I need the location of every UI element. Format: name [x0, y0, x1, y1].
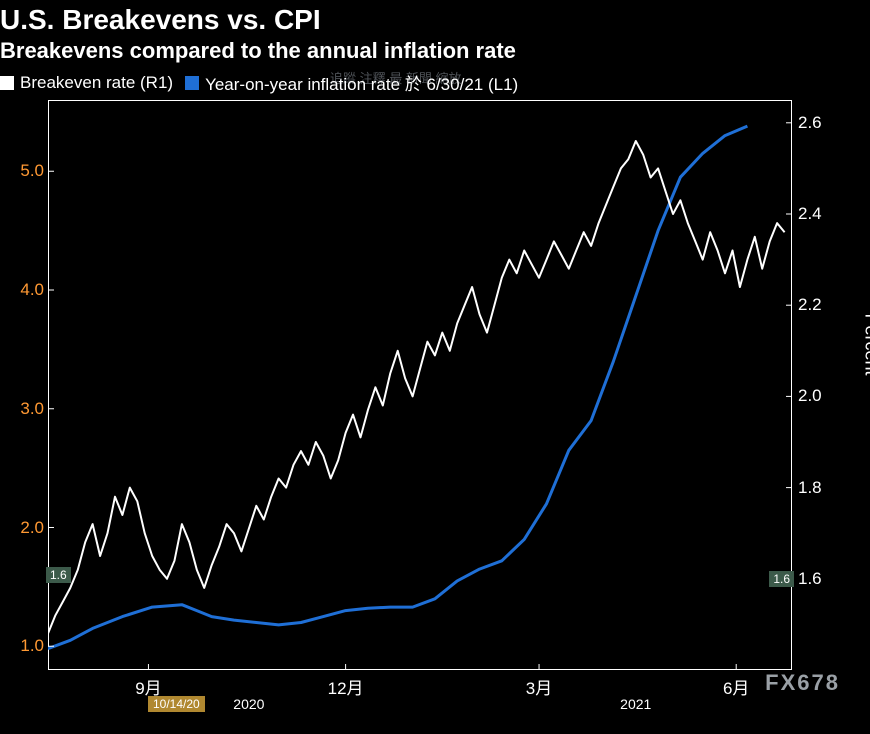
x-axis-year-1: 2021 [620, 696, 651, 712]
left-axis-tick-0: 1.0 [4, 636, 44, 656]
legend-swatch-breakeven [0, 76, 14, 90]
x-axis-tick-2: 3月 [526, 674, 552, 699]
left-axis-tick-4: 5.0 [4, 161, 44, 181]
watermark: FX678 [765, 670, 840, 696]
right-axis-title: Percent [861, 313, 870, 375]
chart-subtitle: Breakevens compared to the annual inflat… [0, 38, 516, 64]
chart-legend: Breakeven rate (R1) Year-on-year inflati… [0, 70, 518, 95]
chart-title: U.S. Breakevens vs. CPI [0, 4, 321, 36]
legend-item-inflation: Year-on-year inflation rate 於 6/30/21 (L… [185, 70, 518, 95]
x-axis-tick-0: 9月 [135, 674, 161, 699]
legend-label-breakeven: Breakeven rate (R1) [20, 73, 173, 93]
left-axis-tick-2: 3.0 [4, 399, 44, 419]
left-axis-marker: 1.6 [46, 567, 71, 583]
legend-swatch-inflation [185, 76, 199, 90]
right-axis-tick-4: 2.4 [798, 204, 838, 224]
right-axis-tick-5: 2.6 [798, 113, 838, 133]
right-axis-marker: 1.6 [769, 571, 794, 587]
x-axis-year-0: 2020 [233, 696, 264, 712]
legend-item-breakeven: Breakeven rate (R1) [0, 73, 173, 93]
x-axis-tick-3: 6月 [723, 674, 749, 699]
x-axis-tick-1: 12月 [328, 674, 364, 699]
right-axis-tick-2: 2.0 [798, 386, 838, 406]
right-axis-tick-3: 2.2 [798, 295, 838, 315]
legend-label-inflation: Year-on-year inflation rate 於 6/30/21 (L… [205, 70, 518, 95]
left-axis-tick-1: 2.0 [4, 518, 44, 538]
left-axis-tick-3: 4.0 [4, 280, 44, 300]
right-axis-tick-0: 1.6 [798, 569, 838, 589]
right-axis-tick-1: 1.8 [798, 478, 838, 498]
plot-area [48, 100, 792, 670]
chart-container: U.S. Breakevens vs. CPI Breakevens compa… [0, 0, 870, 734]
